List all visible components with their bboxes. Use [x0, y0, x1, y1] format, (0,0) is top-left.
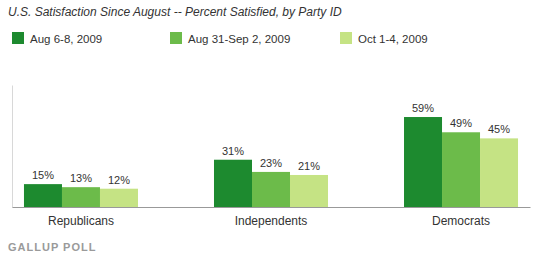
legend-item: Aug 31-Sep 2, 2009: [170, 32, 290, 45]
data-label: 45%: [488, 123, 510, 135]
legend-swatch: [340, 32, 352, 44]
legend-label: Oct 1-4, 2009: [358, 33, 428, 45]
x-tick-label: Democrats: [432, 214, 490, 228]
y-axis-line: [12, 86, 13, 208]
bar: [404, 117, 442, 207]
bar: [442, 132, 480, 207]
bars: [24, 117, 518, 207]
legend-item: Oct 1-4, 2009: [340, 32, 428, 45]
bar: [62, 187, 100, 207]
data-label: 12%: [108, 174, 130, 186]
data-label: 49%: [450, 117, 472, 129]
x-axis: Republicans Independents Democrats: [13, 207, 531, 228]
bar: [252, 172, 290, 207]
legend-swatch: [170, 32, 182, 44]
legend-swatch: [12, 32, 24, 44]
y-axis: [12, 86, 13, 208]
chart: U.S. Satisfaction Since August -- Percen…: [0, 0, 538, 264]
data-label: 59%: [412, 102, 434, 114]
x-tick-label: Republicans: [48, 214, 114, 228]
x-tick: Independents: [235, 207, 308, 228]
legend-label: Aug 6-8, 2009: [30, 33, 102, 45]
legend-label: Aug 31-Sep 2, 2009: [188, 33, 290, 45]
source: GALLUP POLL: [8, 241, 96, 253]
data-label: 31%: [222, 145, 244, 157]
x-axis-line: [13, 207, 531, 208]
bar: [100, 189, 138, 207]
title: U.S. Satisfaction Since August -- Percen…: [8, 5, 342, 19]
data-label: 21%: [298, 160, 320, 172]
data-labels: 15% 31% 59% 13% 23% 49% 12% 21% 45%: [32, 102, 510, 186]
legend-item: Aug 6-8, 2009: [12, 32, 102, 45]
x-tick-label: Independents: [235, 214, 308, 228]
bar: [24, 184, 62, 207]
bar: [480, 138, 518, 207]
bar: [290, 175, 328, 207]
x-tick: Democrats: [432, 207, 490, 228]
data-label: 15%: [32, 169, 54, 181]
data-label: 23%: [260, 157, 282, 169]
x-tick: Republicans: [48, 207, 114, 228]
data-label: 13%: [70, 172, 92, 184]
legend: Aug 6-8, 2009 Aug 31-Sep 2, 2009 Oct 1-4, …: [12, 32, 428, 45]
bar: [214, 160, 252, 207]
